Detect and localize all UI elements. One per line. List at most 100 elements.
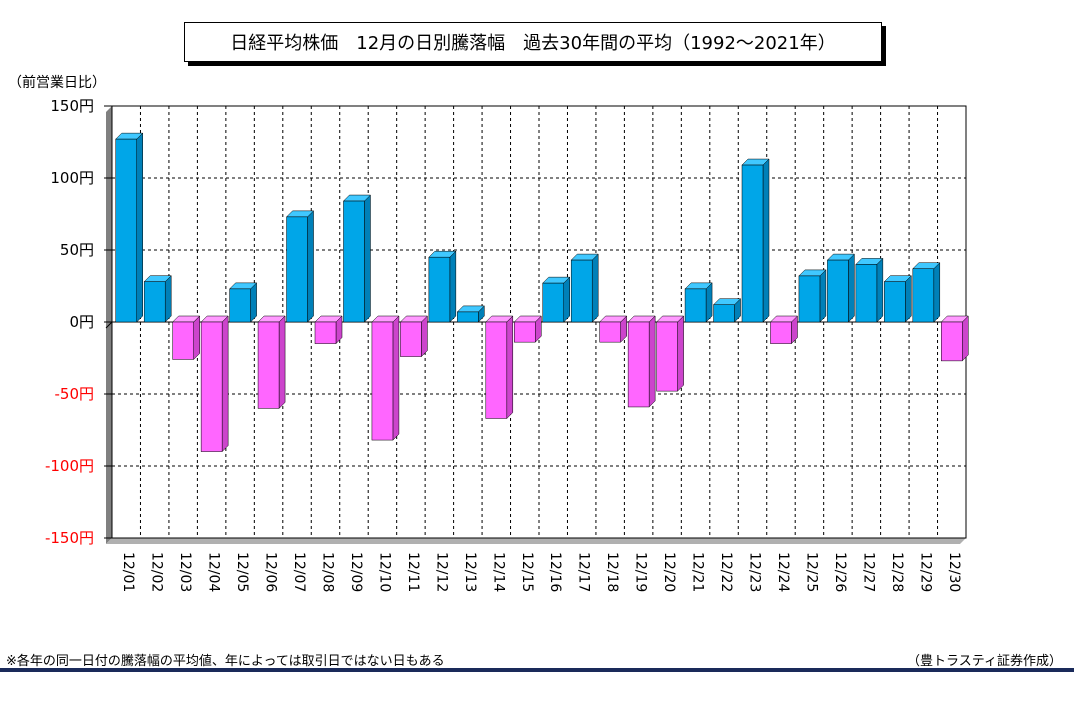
bar	[513, 315, 542, 343]
bar-side	[392, 315, 400, 441]
bar	[115, 132, 144, 323]
x-tick-label: 12/28	[889, 552, 905, 592]
bar	[143, 275, 172, 323]
bar-front	[286, 216, 308, 323]
x-tick-label: 12/07	[291, 552, 307, 592]
x-tick-label: 12/08	[320, 552, 336, 592]
bar-side	[164, 275, 172, 323]
x-tick-label: 12/17	[576, 552, 592, 592]
bar-side	[876, 257, 884, 323]
bar-side	[364, 194, 371, 323]
bar-front	[371, 321, 394, 441]
bar	[428, 250, 457, 323]
bar-front	[200, 321, 223, 452]
chart-title: 日経平均株価 12月の日別騰落幅 過去30年間の平均（1992～2021年）	[230, 33, 836, 54]
bar-side	[905, 275, 912, 323]
y-tick-label: -50円	[55, 385, 95, 403]
x-tick-label: 12/21	[690, 552, 706, 592]
bar	[456, 305, 485, 323]
bar-front	[770, 321, 792, 344]
bar	[399, 315, 429, 358]
bar	[627, 315, 656, 408]
y-tick-label: 50円	[60, 241, 94, 259]
plot-floor	[106, 538, 966, 544]
bar	[200, 315, 229, 453]
bar	[371, 315, 400, 441]
bar-front	[457, 311, 479, 323]
x-tick-label: 12/24	[775, 552, 791, 592]
bar	[883, 275, 912, 323]
bar-front	[941, 321, 963, 362]
x-tick-label: 12/12	[433, 552, 449, 592]
bar	[314, 315, 343, 345]
bar	[684, 282, 713, 323]
bar	[257, 315, 286, 410]
source-credit: （豊トラスティ証券作成）	[907, 654, 1062, 669]
x-tick-label: 12/01	[120, 552, 136, 592]
bar	[599, 315, 628, 343]
x-tick-label: 12/30	[946, 552, 962, 592]
bar-front	[542, 282, 564, 323]
x-tick-label: 12/18	[604, 552, 620, 592]
bar-side	[136, 132, 143, 323]
bar-front	[570, 259, 593, 323]
bar-side	[278, 315, 286, 410]
x-tick-label: 12/22	[718, 552, 734, 592]
bar	[655, 315, 685, 392]
bar-side	[819, 269, 827, 323]
bar-front	[428, 256, 451, 323]
bar	[912, 262, 941, 323]
bar	[741, 158, 770, 323]
x-tick-label: 12/15	[519, 552, 535, 592]
bar-front	[912, 268, 935, 323]
bar-side	[421, 315, 428, 358]
bar	[798, 269, 827, 323]
bar-side	[933, 262, 941, 323]
x-tick-label: 12/04	[206, 552, 222, 592]
bar-front	[257, 321, 280, 409]
bar	[542, 276, 571, 323]
x-tick-label: 12/27	[860, 552, 876, 592]
chart-title-box: 日経平均株価 12月の日別騰落幅 過去30年間の平均（1992～2021年）	[184, 22, 882, 62]
bar	[485, 315, 514, 420]
x-tick-label: 12/05	[234, 552, 250, 592]
bar-side	[705, 282, 713, 323]
bar-side	[848, 253, 855, 323]
bar-side	[307, 210, 314, 323]
x-tick-label: 12/16	[547, 552, 563, 592]
bar	[855, 257, 884, 323]
bar-front	[485, 321, 508, 419]
bar-side	[563, 276, 570, 323]
bar-front	[400, 321, 422, 357]
bar	[769, 315, 799, 345]
bar-front	[229, 288, 251, 323]
y-tick-label: 0円	[69, 313, 94, 331]
bar-front	[514, 321, 536, 343]
x-tick-label: 12/19	[633, 552, 649, 592]
x-tick-label: 12/09	[348, 552, 364, 592]
bar-front	[713, 304, 735, 323]
x-tick-label: 12/10	[376, 552, 392, 592]
y-tick-label: -150円	[45, 529, 94, 547]
bar	[570, 253, 599, 323]
x-tick-label: 12/03	[177, 552, 193, 592]
x-tick-label: 12/26	[832, 552, 848, 592]
y-axis-unit-label: （前営業日比）	[8, 75, 106, 91]
x-tick-label: 12/23	[747, 552, 763, 592]
bar	[712, 298, 742, 323]
bar-chart: 150円 100円 50円 0円 -50円 -100円 -150円 12/01 12/02 12/…	[45, 97, 969, 592]
bar-front	[172, 321, 194, 360]
y-tick-label: 100円	[50, 169, 94, 187]
x-tick-label: 12/14	[490, 552, 506, 592]
bar-front	[627, 321, 650, 408]
bar-side	[677, 315, 684, 392]
x-tick-label: 12/29	[917, 552, 933, 592]
bar-side	[250, 282, 257, 323]
x-tick-label: 12/20	[661, 552, 677, 592]
y-tick-label: 150円	[50, 97, 94, 115]
bar	[342, 194, 372, 323]
bar-side	[762, 158, 770, 323]
bar	[285, 210, 315, 323]
bar-front	[656, 321, 678, 392]
bar-front	[684, 288, 707, 323]
